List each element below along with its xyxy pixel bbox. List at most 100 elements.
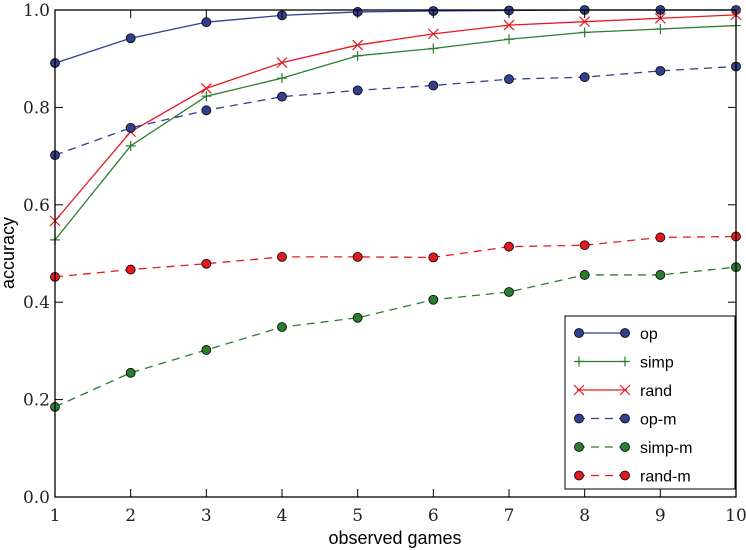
data-point-simp [277,73,287,84]
x-axis-label: observed games [328,528,461,548]
series-simp [50,20,741,245]
legend-entry-simp: simp [574,355,674,372]
data-point-rand-m [277,252,287,262]
legend-label: rand [640,383,672,400]
data-point-rand-m [579,240,590,251]
data-point-op-m [201,105,212,116]
x-tick-label: 9 [655,506,666,526]
plot-frame [54,9,737,498]
legend-marker [620,413,630,424]
legend-marker [574,413,584,424]
legend: op simp rand op-m simp-m rand-m [564,315,736,490]
data-point-simp [125,140,136,151]
legend-marker [574,328,584,338]
x-tick-label: 6 [428,506,439,526]
series-simp-m [50,262,741,412]
data-point-op [201,17,212,28]
legend-label: rand-m [640,469,691,486]
legend-label: simp [640,355,674,372]
legend-marker [620,442,630,452]
x-tick-label: 7 [504,506,515,526]
data-point-simp-m [201,345,212,355]
legend-marker [619,384,631,396]
data-point-rand [503,19,515,31]
series-rand [49,9,742,227]
series-line-simp [54,24,737,241]
data-point-simp-m [277,322,287,332]
y-axis-label: accuracy [0,217,18,289]
legend-marker [620,356,630,367]
legend-entry-op: op [574,326,658,343]
data-point-rand [352,39,364,51]
legend-marker [574,356,584,367]
data-point-simp-m [428,294,439,305]
data-point-simp-m [352,312,363,323]
x-tick-label: 5 [352,506,363,526]
data-point-simp-m [655,270,666,280]
x-tick-label: 10 [725,506,746,526]
legend-marker [620,328,630,338]
x-tick-label: 4 [277,506,288,526]
data-point-op-m [352,85,363,96]
x-tick-label: 1 [50,506,61,526]
data-point-op-m [125,122,136,133]
series-line-rand-m [54,235,737,278]
legend-entry-op-m: op-m [574,412,676,429]
y-tick-label: 0.4 [23,293,50,313]
data-point-rand [200,82,212,94]
series-line-op-m [54,65,737,156]
x-tick-label: 8 [579,506,590,526]
data-point-rand-m [352,252,363,262]
data-point-op-m [277,91,287,102]
data-point-simp [201,91,212,102]
data-point-rand-m [125,264,136,275]
data-point-rand [427,28,439,40]
y-tick-label: 0.6 [23,196,50,216]
data-point-rand [276,57,288,69]
series-op-m [50,61,741,161]
legend-marker [573,384,585,396]
data-point-simp-m [125,367,136,378]
data-point-rand-m [504,241,514,252]
data-point-op-m [579,72,590,83]
data-point-rand [579,16,591,28]
series-line-rand [54,14,737,222]
legend-marker [574,470,584,481]
series-line-op [54,9,736,64]
y-tick-label: 0.2 [23,391,50,411]
legend-label: op [640,326,658,343]
legend-marker [620,470,630,481]
data-point-op [125,33,136,44]
data-point-simp [352,50,363,61]
y-tick-label: 0.8 [23,98,50,118]
legend-box [564,315,736,490]
data-point-simp [579,27,590,38]
legend-entry-rand: rand [573,383,672,400]
legend-marker [574,442,584,452]
data-point-rand [654,12,666,24]
data-point-rand-m [201,258,212,269]
y-tick-label: 1.0 [23,1,50,21]
legend-label: simp-m [640,440,692,457]
data-point-op-m [655,65,666,76]
data-point-simp-m [579,270,590,280]
series-layer [49,5,742,412]
y-tick-label: 0.0 [23,488,50,508]
legend-label: op-m [640,412,676,429]
series-op [50,5,741,68]
series-line-simp-m [54,266,737,408]
data-point-op-m [504,74,514,85]
legend-entry-simp-m: simp-m [574,440,692,457]
data-point-rand-m [428,252,439,263]
data-point-simp [428,43,439,54]
data-point-simp [655,23,666,34]
data-point-op-m [428,80,439,91]
series-rand-m [50,231,741,282]
axis-ticks: 1 2 3 4 5 6 7 8 9 10 0.0 0.2 0.4 0.6 0.8 1.0 [23,1,746,526]
data-point-rand-m [655,232,666,243]
legend-entry-rand-m: rand-m [574,469,691,486]
data-point-simp [504,34,514,45]
x-tick-label: 3 [201,506,212,526]
data-point-simp-m [504,287,514,297]
